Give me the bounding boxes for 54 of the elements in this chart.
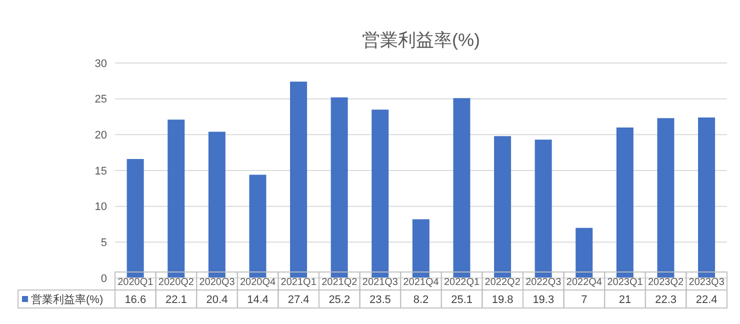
x-tick-label: 2020Q2	[158, 277, 194, 288]
y-tick-label: 30	[94, 58, 107, 70]
x-tick-label: 2020Q3	[199, 277, 236, 288]
data-label: 25.1	[451, 294, 473, 306]
legend-label: 営業利益率(%)	[31, 293, 104, 306]
x-tick-label: 2022Q1	[444, 277, 480, 288]
x-tick-label: 2020Q4	[240, 277, 276, 288]
x-tick-label: 2022Q3	[526, 277, 562, 288]
data-label: 22.4	[696, 294, 718, 306]
bar	[372, 110, 389, 278]
bar	[534, 140, 552, 278]
data-label: 14.4	[247, 294, 269, 306]
data-label: 7	[581, 294, 588, 306]
data-label: 21	[618, 294, 632, 306]
bar	[126, 159, 144, 278]
bar	[698, 117, 716, 278]
y-tick-label: 20	[94, 130, 107, 142]
x-tick-label: 2020Q1	[118, 277, 154, 288]
y-tick-label: 10	[94, 201, 107, 214]
data-label: 27.4	[288, 294, 310, 306]
bar	[249, 174, 266, 278]
data-label: 22.1	[165, 294, 187, 306]
data-label: 22.3	[655, 294, 677, 306]
x-tick-label: 2021Q2	[322, 277, 358, 288]
data-label: 23.5	[369, 294, 391, 306]
bar	[330, 97, 348, 278]
x-tick-label: 2021Q3	[362, 277, 398, 288]
y-tick-label: 5	[100, 237, 107, 250]
data-label: 20.4	[206, 294, 228, 306]
data-label: 19.8	[492, 294, 514, 306]
bar	[453, 98, 470, 278]
y-tick-label: 15	[94, 165, 107, 178]
data-label: 19.3	[532, 294, 554, 306]
bar	[576, 228, 593, 278]
x-tick-label: 2023Q2	[648, 277, 684, 288]
y-tick-label: 25	[94, 94, 107, 106]
x-tick-label: 2022Q4	[566, 277, 602, 288]
bar	[412, 219, 430, 278]
data-label: 25.2	[328, 294, 350, 306]
bar	[208, 132, 226, 278]
data-label: 8.2	[413, 294, 429, 306]
x-tick-label: 2021Q4	[403, 277, 440, 288]
bar	[616, 128, 634, 278]
bar	[290, 82, 308, 278]
chart-title: 営業利益率(%)	[361, 29, 481, 52]
x-tick-label: 2021Q1	[280, 277, 317, 288]
y-tick-label: 0	[100, 272, 107, 285]
bar	[657, 118, 674, 278]
x-tick-label: 2023Q1	[607, 277, 644, 288]
bar	[494, 136, 512, 278]
bar	[168, 120, 185, 278]
x-tick-label: 2022Q2	[484, 277, 521, 288]
x-tick-label: 2023Q3	[688, 277, 725, 288]
data-label: 16.6	[124, 294, 146, 306]
